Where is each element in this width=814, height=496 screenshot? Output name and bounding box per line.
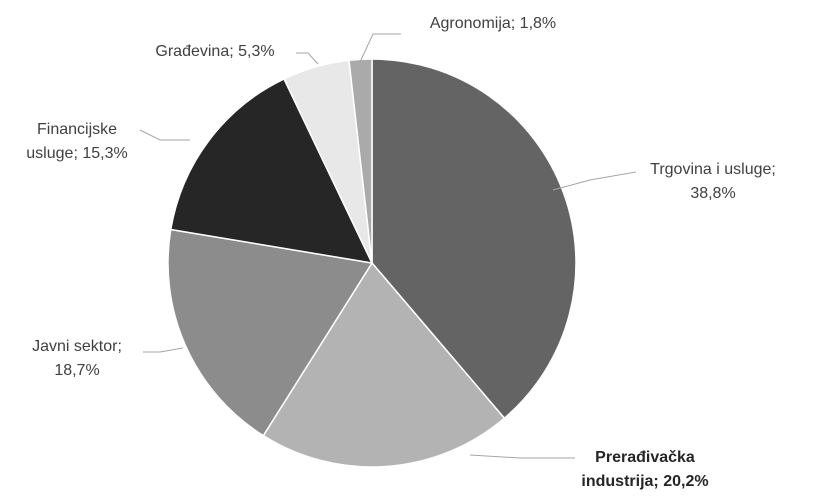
label-category: Prerađivačka industrija: [581, 449, 695, 490]
label-category: Trgovina i usluge: [650, 161, 772, 178]
data-label: Trgovina i usluge; 38,8%: [638, 158, 788, 206]
label-value: 18,7%: [54, 362, 100, 379]
label-sep: ;: [229, 43, 239, 60]
data-label: Građevina; 5,3%: [130, 40, 300, 64]
leader-line: [552, 171, 637, 191]
data-label: Agronomija; 1,8%: [403, 12, 583, 36]
label-value: 5,3%: [238, 43, 275, 60]
pie-slice: [348, 58, 373, 264]
leader-line: [143, 347, 184, 353]
label-sep: ;: [73, 145, 83, 162]
label-category: Javni sektor: [32, 338, 118, 355]
pie-slice: [371, 58, 577, 420]
pie-slice: [262, 261, 506, 468]
leader-line: [359, 33, 401, 63]
label-sep: ;: [771, 161, 781, 178]
label-sep: ;: [653, 473, 664, 490]
label-category: Građevina: [155, 43, 230, 60]
label-sep: ;: [117, 338, 127, 355]
pie-slice: [169, 77, 374, 264]
leader-line: [139, 129, 190, 141]
label-sep: ;: [510, 15, 520, 32]
label-value: 1,8%: [519, 15, 557, 32]
pie-slice: [167, 228, 374, 437]
data-label: Prerađivačka industrija; 20,2%: [565, 446, 725, 494]
label-value: 38,8%: [690, 185, 736, 202]
leader-line: [469, 454, 575, 459]
label-category: Financijske usluge: [26, 121, 118, 162]
data-label: Financijske usluge; 15,3%: [12, 118, 142, 166]
label-value: 20,2%: [663, 473, 709, 490]
label-category: Agronomija: [429, 15, 511, 32]
label-value: 15,3%: [82, 145, 128, 162]
leader-line: [296, 52, 319, 65]
data-label: Javni sektor; 18,7%: [12, 335, 142, 383]
